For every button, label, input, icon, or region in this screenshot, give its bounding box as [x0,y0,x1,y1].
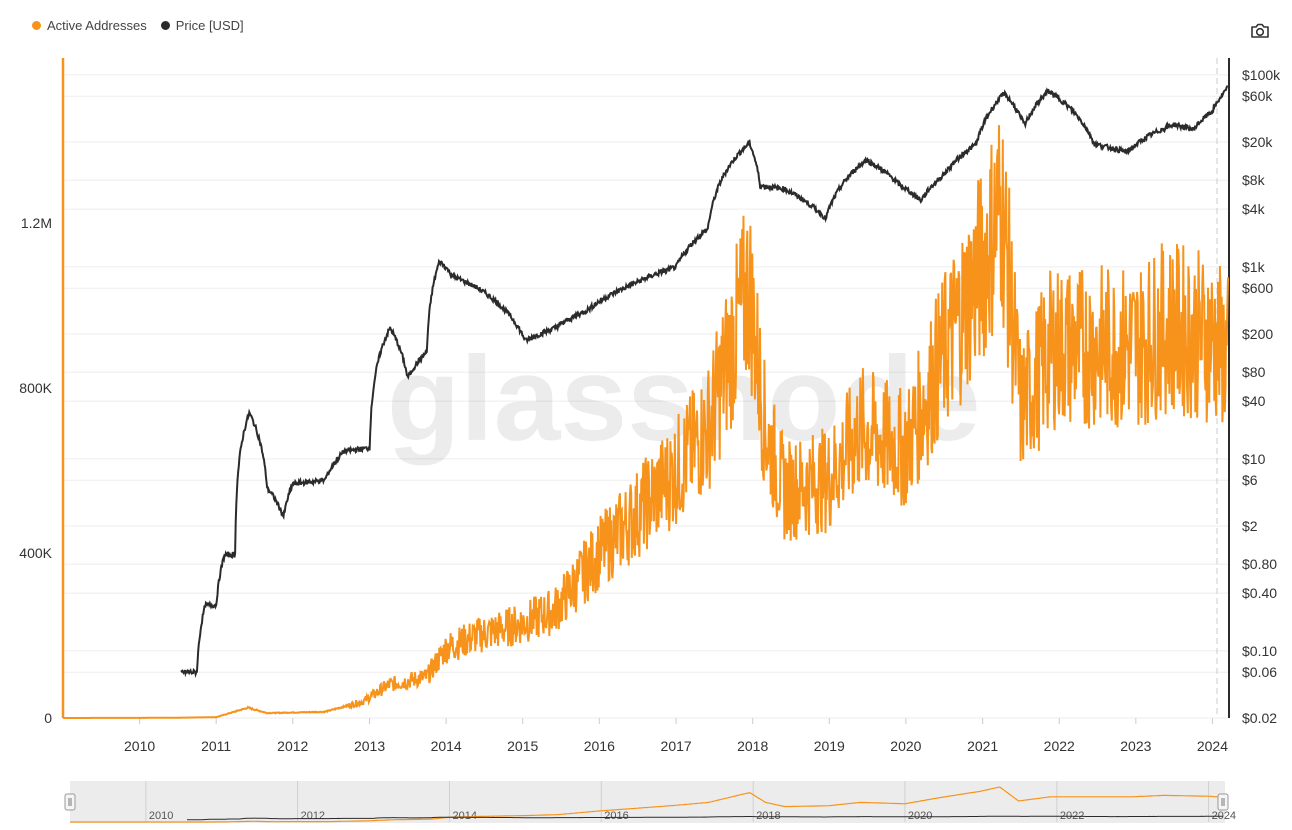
navigator-ticks: 2010 2012 2014 2016 2018 2020 2022 2024 [145,781,1236,822]
x-tick-label: 2010 [124,738,155,754]
left-tick-label: 400K [19,545,52,561]
right-tick-label: $8k [1242,172,1266,188]
series-price [180,84,1229,679]
x-tick-label: 2013 [354,738,385,754]
grid-lines [63,74,1229,719]
right-tick-label: $6 [1242,472,1258,488]
legend: Active Addresses Price [USD] [32,18,244,33]
x-tick-label: 2022 [1044,738,1075,754]
x-tick-label: 2014 [431,738,462,754]
navigator-tick-label: 2014 [453,810,477,822]
series-active-addresses [63,125,1229,719]
x-axis-ticks: 2010 2011 2012 2013 2014 2015 2016 2017 2018 2019… [124,718,1228,754]
x-tick-label: 2023 [1120,738,1151,754]
navigator-series-price [187,815,1223,821]
right-tick-label: $4k [1242,201,1266,217]
x-tick-label: 2019 [814,738,845,754]
left-tick-label: 0 [44,710,52,726]
navigator-handle-right[interactable] [1217,793,1229,811]
right-tick-label: $200 [1242,326,1273,342]
right-tick-label: $1k [1242,259,1266,275]
left-axis-ticks: 0 400K 800K 1.2M [19,215,52,726]
right-tick-label: $2 [1242,518,1258,534]
x-tick-label: 2011 [201,738,231,754]
legend-item-active-addresses[interactable]: Active Addresses [32,18,147,33]
right-tick-label: $0.40 [1242,585,1277,601]
x-tick-label: 2017 [661,738,692,754]
legend-label-active-addresses: Active Addresses [47,18,147,33]
right-tick-label: $60k [1242,88,1273,104]
navigator-tick-label: 2020 [908,810,932,822]
navigator-series-active-addresses [70,786,1223,823]
navigator-tick-label: 2010 [149,810,173,822]
right-axis-ticks: $100k $60k $20k $8k $4k $1k $600 $200 $80 $40 $10 $… [1242,67,1281,726]
legend-dot-price [160,21,170,30]
right-tick-label: $0.80 [1242,556,1277,572]
x-tick-label: 2012 [277,738,308,754]
right-tick-label: $20k [1242,134,1273,150]
navigator-handle-left[interactable] [64,793,76,811]
right-tick-label: $40 [1242,393,1266,409]
left-tick-label: 1.2M [21,215,52,231]
x-tick-label: 2020 [890,738,921,754]
navigator-tick-label: 2012 [301,810,325,822]
x-tick-label: 2024 [1197,738,1228,754]
legend-label-price: Price [USD] [175,18,244,33]
x-tick-label: 2018 [737,738,768,754]
legend-dot-active-addresses [32,21,41,30]
right-tick-label: $0.06 [1242,664,1277,680]
x-tick-label: 2016 [584,738,615,754]
legend-item-price[interactable]: Price [USD] [160,18,244,33]
right-tick-label: $0.02 [1242,710,1277,726]
right-tick-label: $0.10 [1242,643,1277,659]
navigator-tick-label: 2024 [1212,810,1236,822]
left-tick-label: 800K [19,380,52,396]
right-tick-label: $600 [1242,280,1273,296]
right-tick-label: $10 [1242,451,1266,467]
x-tick-label: 2015 [507,738,538,754]
x-tick-label: 2021 [967,738,998,754]
navigator[interactable]: 2010 2012 2014 2016 2018 2020 2022 2024 [64,781,1236,823]
right-tick-label: $100k [1242,67,1281,83]
navigator-tick-label: 2016 [604,810,628,822]
navigator-tick-label: 2018 [756,810,780,822]
camera-icon[interactable] [1250,22,1270,40]
right-tick-label: $80 [1242,364,1266,380]
